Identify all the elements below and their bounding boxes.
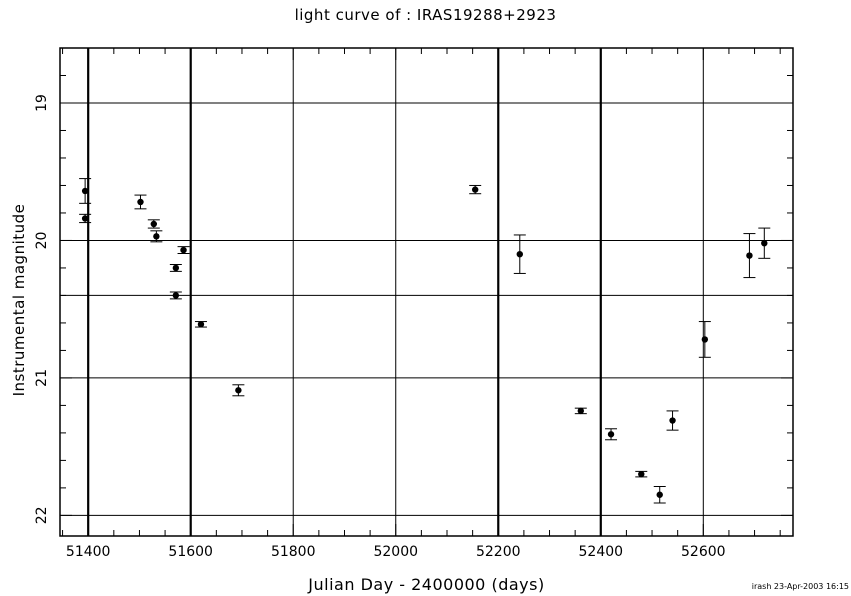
point-marker (577, 407, 584, 415)
data-point (743, 233, 756, 279)
data-point (79, 178, 92, 204)
data-point (469, 184, 482, 195)
data-point (232, 384, 245, 397)
point-marker (471, 186, 479, 193)
data-point (134, 194, 147, 210)
point-marker (701, 336, 709, 343)
y-tick-label: 21 (34, 369, 50, 387)
point-marker (81, 215, 89, 222)
data-point (635, 470, 648, 478)
data-point (574, 407, 587, 415)
y-tick-label: 20 (34, 232, 50, 250)
point-marker (172, 264, 180, 272)
data-point (169, 264, 182, 272)
point-marker (746, 252, 753, 259)
point-marker (197, 321, 205, 328)
point-marker (235, 387, 242, 394)
x-axis-label: Julian Day - 2400000 (days) (308, 575, 545, 594)
point-marker (516, 250, 523, 258)
data-point (513, 234, 526, 274)
point-marker (180, 246, 187, 254)
x-tick-label: 52600 (681, 544, 726, 560)
points-layer (79, 178, 771, 504)
x-tick-label: 52400 (579, 544, 624, 560)
x-tick-label: 51600 (168, 544, 213, 560)
data-point (194, 321, 207, 328)
data-point (169, 291, 182, 300)
data-point (177, 246, 190, 255)
x-tick-label: 52200 (476, 544, 521, 560)
point-marker (137, 198, 144, 206)
chart-title: light curve of : IRAS19288+2923 (294, 6, 557, 24)
data-point (147, 219, 160, 229)
point-marker (153, 233, 160, 240)
x-tick-label: 51800 (271, 544, 316, 560)
data-point (150, 230, 163, 243)
plot-frame (59, 47, 794, 537)
footer-stamp: irash 23-Apr-2003 16:15 (751, 582, 849, 591)
point-marker (607, 431, 615, 438)
grid-layer (60, 48, 793, 536)
ticks-layer: 51400 51600 51800 52000 52200 52400 52600 19 20 2… (34, 47, 793, 560)
data-point (605, 428, 618, 441)
y-tick-label: 19 (34, 94, 50, 112)
point-marker (669, 417, 676, 424)
point-marker (81, 187, 89, 195)
x-tick-label: 52000 (373, 544, 418, 560)
data-point (666, 410, 679, 431)
point-marker (656, 491, 663, 498)
data-point (758, 227, 771, 259)
data-point (698, 321, 711, 358)
data-point (79, 213, 92, 224)
data-point (653, 486, 666, 504)
x-tick-label: 51400 (66, 544, 111, 560)
point-marker (150, 220, 158, 228)
point-marker (172, 292, 180, 299)
y-tick-label: 22 (34, 506, 50, 524)
point-marker (761, 240, 768, 247)
point-marker (638, 470, 645, 478)
